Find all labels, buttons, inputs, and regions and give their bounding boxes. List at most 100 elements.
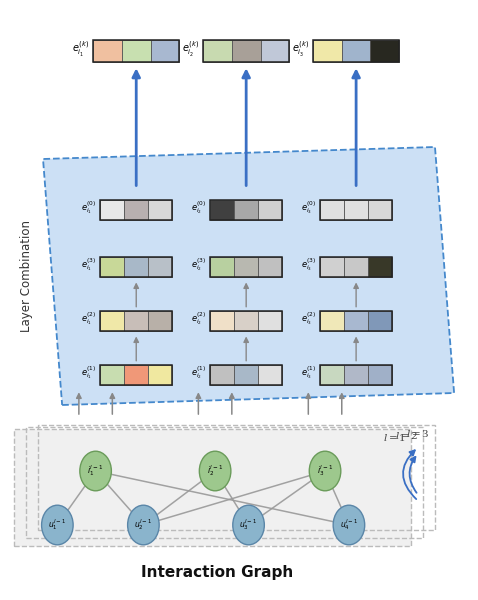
Bar <box>148 365 172 385</box>
Text: $e_{i_2}^{(2)}$: $e_{i_2}^{(2)}$ <box>191 311 206 328</box>
Bar <box>258 311 282 331</box>
Bar <box>14 429 411 546</box>
Text: $u_1^{l-1}$: $u_1^{l-1}$ <box>48 518 66 532</box>
Bar <box>320 311 344 331</box>
Bar <box>100 200 124 220</box>
Bar <box>100 257 124 277</box>
Bar <box>320 200 344 220</box>
Bar <box>210 200 234 220</box>
Bar <box>210 365 282 385</box>
Text: $e_{i_1}^{(2)}$: $e_{i_1}^{(2)}$ <box>81 311 97 328</box>
Text: $i_3^{l-1}$: $i_3^{l-1}$ <box>317 464 333 478</box>
Bar <box>38 425 435 530</box>
Bar <box>26 427 423 538</box>
Bar <box>320 365 392 385</box>
Text: $e_{i_1}^{(k)}$: $e_{i_1}^{(k)}$ <box>72 40 89 59</box>
Text: $e_{i_2}^{(k)}$: $e_{i_2}^{(k)}$ <box>182 40 199 59</box>
Bar <box>124 200 148 220</box>
Bar <box>234 311 258 331</box>
Bar <box>124 257 148 277</box>
Text: $e_{i_1}^{(0)}$: $e_{i_1}^{(0)}$ <box>81 200 97 217</box>
Text: $u_3^{l-1}$: $u_3^{l-1}$ <box>239 518 258 532</box>
Bar <box>320 311 392 331</box>
Bar <box>148 200 172 220</box>
Bar <box>313 40 342 62</box>
Text: $e_{i_2}^{(0)}$: $e_{i_2}^{(0)}$ <box>191 200 206 217</box>
Bar <box>313 40 399 62</box>
FancyArrowPatch shape <box>410 457 416 493</box>
Bar <box>258 365 282 385</box>
Text: $e_{i_3}^{(0)}$: $e_{i_3}^{(0)}$ <box>301 200 316 217</box>
Bar <box>344 257 368 277</box>
Bar <box>370 40 399 62</box>
Bar <box>100 365 124 385</box>
Bar <box>368 200 392 220</box>
Text: $u_2^{l-1}$: $u_2^{l-1}$ <box>134 518 152 532</box>
Circle shape <box>309 451 341 491</box>
Bar <box>258 257 282 277</box>
Bar <box>93 40 179 62</box>
Circle shape <box>128 505 159 545</box>
FancyArrowPatch shape <box>403 451 416 499</box>
Circle shape <box>80 451 111 491</box>
Bar <box>210 311 234 331</box>
Text: $e_{i_3}^{(2)}$: $e_{i_3}^{(2)}$ <box>301 311 316 328</box>
Bar <box>210 365 234 385</box>
Bar <box>100 200 172 220</box>
Text: Layer Combination: Layer Combination <box>20 220 33 332</box>
Bar <box>203 40 289 62</box>
Bar <box>122 40 151 62</box>
Bar <box>210 257 282 277</box>
Bar <box>100 311 124 331</box>
Text: Interaction Graph: Interaction Graph <box>141 565 293 580</box>
Bar <box>232 40 261 62</box>
Bar <box>93 40 122 62</box>
Bar <box>320 257 392 277</box>
Bar <box>344 365 368 385</box>
Bar <box>368 365 392 385</box>
Bar <box>234 257 258 277</box>
Bar <box>100 365 172 385</box>
Text: $l=2$: $l=2$ <box>395 430 418 441</box>
Bar <box>320 257 344 277</box>
Circle shape <box>233 505 264 545</box>
Bar <box>210 200 282 220</box>
Bar <box>148 257 172 277</box>
Bar <box>124 311 148 331</box>
Bar <box>368 311 392 331</box>
Bar <box>344 311 368 331</box>
Bar <box>100 257 172 277</box>
Text: $e_{i_2}^{(3)}$: $e_{i_2}^{(3)}$ <box>191 257 206 274</box>
Text: $e_{i_3}^{(1)}$: $e_{i_3}^{(1)}$ <box>301 365 316 382</box>
Text: $l=1$: $l=1$ <box>383 432 406 443</box>
Text: $e_{i_1}^{(1)}$: $e_{i_1}^{(1)}$ <box>81 365 97 382</box>
Bar <box>203 40 232 62</box>
Polygon shape <box>43 147 454 405</box>
Bar <box>100 311 172 331</box>
Bar <box>210 311 282 331</box>
Bar <box>261 40 289 62</box>
Text: $e_{i_3}^{(3)}$: $e_{i_3}^{(3)}$ <box>301 257 316 274</box>
Bar <box>258 200 282 220</box>
Bar <box>368 257 392 277</box>
Text: $e_{i_2}^{(1)}$: $e_{i_2}^{(1)}$ <box>191 365 206 382</box>
Bar <box>342 40 370 62</box>
Bar <box>148 311 172 331</box>
Circle shape <box>333 505 365 545</box>
Text: $i_2^{l-1}$: $i_2^{l-1}$ <box>207 464 223 478</box>
Text: $i_1^{l-1}$: $i_1^{l-1}$ <box>87 464 104 478</box>
Bar <box>320 365 344 385</box>
Bar <box>151 40 179 62</box>
Text: $l=3$: $l=3$ <box>406 428 430 439</box>
Bar <box>344 200 368 220</box>
Circle shape <box>42 505 73 545</box>
Bar <box>124 365 148 385</box>
Bar <box>210 257 234 277</box>
Bar <box>234 200 258 220</box>
Bar <box>320 200 392 220</box>
Circle shape <box>199 451 231 491</box>
Text: $e_{i_1}^{(3)}$: $e_{i_1}^{(3)}$ <box>81 257 97 274</box>
Text: $u_4^{l-1}$: $u_4^{l-1}$ <box>340 518 358 532</box>
Bar <box>234 365 258 385</box>
Text: $e_{i_3}^{(k)}$: $e_{i_3}^{(k)}$ <box>292 40 309 59</box>
